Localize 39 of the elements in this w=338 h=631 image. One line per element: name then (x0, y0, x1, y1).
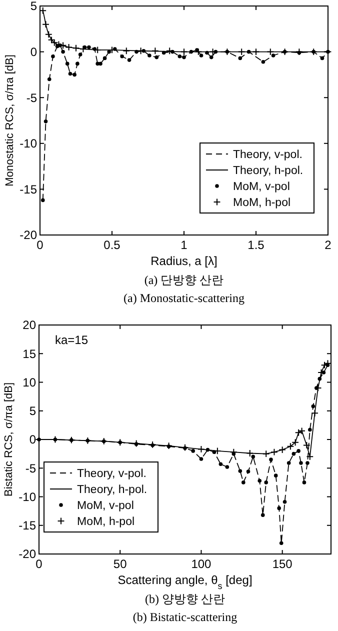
x-tick-label: 100 (191, 557, 212, 571)
y-axis-title: Bistatic RCS, σ/πa [dB] (3, 382, 15, 497)
legend-label: MoM, h-pol (77, 516, 135, 528)
x-tick-label: 50 (113, 557, 128, 571)
legend-label: Theory, h-pol. (77, 484, 148, 496)
y-tick-label: 20 (22, 318, 36, 332)
y-tick-label: -15 (20, 182, 38, 196)
y-tick-label: 5 (30, 0, 38, 14)
y-tick-label: 15 (22, 346, 36, 361)
legend-label: Theory, v-pol. (77, 468, 146, 480)
text: (a) 단방향 산란 (144, 273, 224, 287)
legend-label: Theory, h-pol. (233, 165, 304, 178)
text: (b) 양방향 산란 (145, 592, 225, 606)
x-tick-label: 150 (272, 557, 293, 571)
x-tick-label: 0.5 (104, 238, 121, 252)
y-axis-title: Monostatic RCS, σ/πa [dB] (4, 54, 16, 186)
y-tick-label: -20 (18, 547, 36, 562)
y-tick-label: 0 (29, 432, 36, 447)
y-tick-label: -10 (18, 490, 36, 504)
text: (b) Bistatic-scattering (132, 610, 238, 624)
y-tick-label: -5 (25, 461, 36, 476)
text: (a) Monostatic-scattering (124, 291, 244, 305)
y-tick-label: -5 (26, 90, 38, 105)
x-axis-title: Scattering angle, θ$_{s}$ [deg] (118, 573, 252, 591)
x-tick-label: 1.5 (248, 238, 265, 252)
x-tick-label: 1 (180, 238, 188, 252)
legend-label: MoM, v-pol (233, 181, 290, 194)
y-tick-label: -20 (20, 228, 38, 242)
y-tick-label: 10 (22, 375, 36, 390)
x-axis-title: Radius, a [λ] (150, 254, 218, 268)
legend-label: Theory, v-pol. (233, 149, 302, 162)
legend-label: MoM, h-pol (233, 197, 291, 210)
y-tick-label: 5 (29, 404, 36, 418)
y-tick-label: 0 (30, 45, 38, 59)
y-tick-label: -15 (18, 518, 36, 533)
y-tick-label: -10 (20, 136, 38, 151)
legend-label: MoM, v-pol (77, 500, 134, 512)
annotation: ka=15 (55, 333, 88, 347)
x-tick-label: 2 (324, 238, 332, 252)
